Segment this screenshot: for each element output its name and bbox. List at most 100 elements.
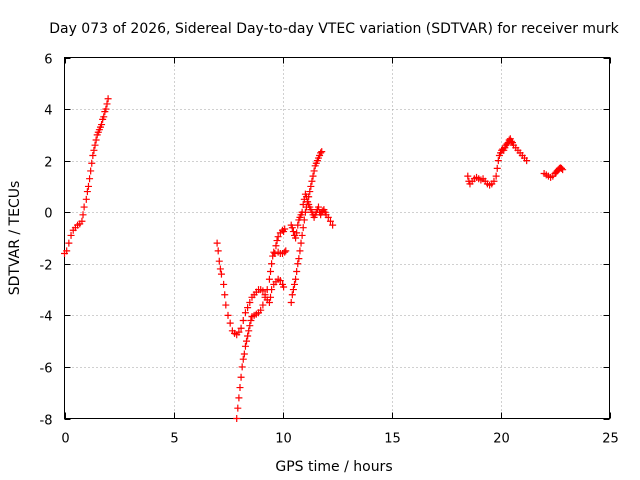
data-point xyxy=(233,415,241,422)
data-point xyxy=(247,317,255,325)
data-point xyxy=(559,166,567,174)
data-point xyxy=(67,231,75,239)
data-point xyxy=(282,247,290,255)
data-point xyxy=(226,319,234,327)
data-point xyxy=(79,211,87,219)
data-point xyxy=(300,216,308,224)
x-tick-label: 25 xyxy=(602,432,619,447)
data-point xyxy=(317,149,325,157)
y-tick-label: 4 xyxy=(44,104,52,119)
data-point xyxy=(65,239,73,247)
data-point xyxy=(324,213,332,221)
data-point xyxy=(220,280,228,288)
data-point xyxy=(259,287,267,295)
y-tick-label: -4 xyxy=(40,310,53,325)
data-segment xyxy=(213,239,288,339)
data-point xyxy=(224,311,232,319)
data-point xyxy=(222,301,230,309)
data-point xyxy=(92,136,100,144)
data-point xyxy=(294,260,302,268)
data-point xyxy=(239,317,247,325)
data-point xyxy=(288,224,296,232)
data-point xyxy=(287,298,295,306)
data-point xyxy=(305,193,313,201)
data-point xyxy=(263,286,271,294)
data-point xyxy=(276,277,284,285)
data-point xyxy=(261,293,269,301)
data-point xyxy=(246,298,254,306)
data-point xyxy=(314,203,322,211)
data-point xyxy=(78,217,86,225)
data-point xyxy=(241,342,249,350)
data-point xyxy=(293,268,301,276)
data-point xyxy=(103,100,111,108)
data-points xyxy=(61,95,567,422)
data-point xyxy=(301,208,309,216)
data-point xyxy=(309,172,317,180)
data-point xyxy=(63,247,71,255)
data-point xyxy=(523,157,531,165)
data-point xyxy=(490,177,498,185)
axis-tick-labels: 0 5 10 15 20 25 -8 -6 -4 -2 0 2 4 6 xyxy=(40,53,619,447)
x-tick-label: 20 xyxy=(493,432,510,447)
data-point xyxy=(290,280,298,288)
x-axis-label: GPS time / hours xyxy=(275,459,392,475)
data-point xyxy=(237,373,245,381)
y-axis-label: SDTVAR / TECUs xyxy=(7,181,23,296)
data-point xyxy=(292,234,300,242)
data-point xyxy=(84,182,92,190)
data-point xyxy=(236,384,244,392)
data-point xyxy=(88,159,96,167)
data-point xyxy=(237,324,245,332)
data-point xyxy=(281,248,289,256)
x-tick-label: 0 xyxy=(61,432,69,447)
data-point xyxy=(214,247,222,255)
data-point xyxy=(87,167,95,175)
data-point xyxy=(294,221,302,229)
data-point xyxy=(298,231,306,239)
x-tick-label: 15 xyxy=(384,432,401,447)
data-point xyxy=(239,355,247,363)
data-point xyxy=(216,265,224,273)
data-point xyxy=(86,175,94,183)
data-point xyxy=(292,275,300,283)
data-segment xyxy=(287,190,337,242)
data-point xyxy=(221,291,229,299)
data-point xyxy=(295,255,303,263)
data-point xyxy=(507,137,515,145)
data-point xyxy=(280,283,288,291)
data-point xyxy=(329,221,337,229)
data-point xyxy=(304,198,312,206)
data-point xyxy=(213,239,221,247)
data-point xyxy=(289,286,297,294)
data-point xyxy=(464,172,472,180)
data-point xyxy=(104,95,112,103)
data-point xyxy=(100,113,108,121)
data-point xyxy=(293,229,301,237)
data-point xyxy=(82,195,90,203)
data-point xyxy=(244,332,252,340)
data-point xyxy=(91,141,99,149)
data-point xyxy=(272,242,280,250)
data-point xyxy=(310,167,318,175)
data-point xyxy=(307,182,315,190)
data-segment xyxy=(61,95,112,257)
data-point xyxy=(326,217,334,225)
grid xyxy=(64,57,610,419)
data-point xyxy=(318,148,326,156)
data-point xyxy=(217,270,225,278)
data-point xyxy=(288,291,296,299)
data-point xyxy=(246,322,254,330)
data-point xyxy=(281,225,289,233)
data-point xyxy=(102,105,110,113)
x-tick-label: 10 xyxy=(275,432,292,447)
data-point xyxy=(89,151,97,159)
data-point xyxy=(289,228,297,236)
data-point xyxy=(296,247,304,255)
data-segment xyxy=(540,164,567,181)
data-point xyxy=(265,275,273,283)
plot-frame xyxy=(64,57,610,419)
axis-ticks xyxy=(64,57,611,420)
